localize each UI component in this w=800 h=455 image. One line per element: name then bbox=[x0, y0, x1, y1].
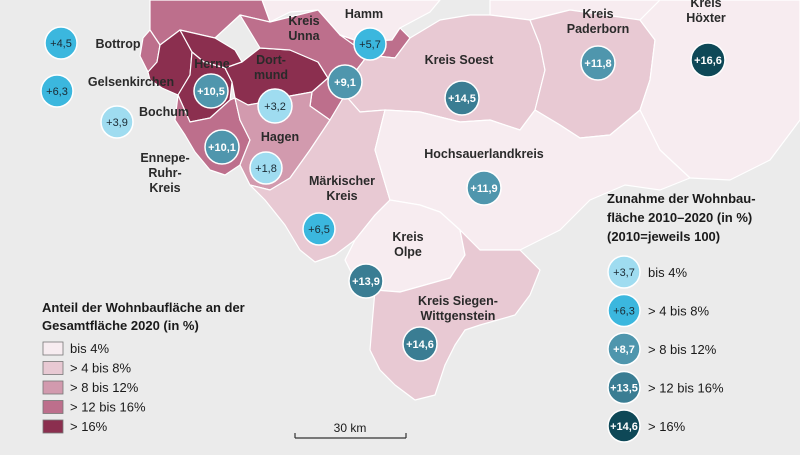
bubble-kreis-paderborn: +11,8 bbox=[580, 45, 616, 81]
bubble-maerkischer-kreis: +6,5 bbox=[302, 212, 336, 246]
legend-growth-title-line2: fläche 2010–2020 (in %) bbox=[607, 210, 752, 225]
bubble-value: +5,7 bbox=[359, 39, 381, 51]
legend-share-title-line2: Gesamtfläche 2020 (in %) bbox=[42, 318, 199, 333]
legend-growth-bubble bbox=[607, 293, 641, 328]
legend-share-label: bis 4% bbox=[70, 341, 109, 356]
bubble-hamm: +5,7 bbox=[353, 27, 387, 61]
bubble-value: +14,6 bbox=[406, 339, 434, 351]
legend-growth-label: > 16% bbox=[648, 419, 686, 434]
label-gelsenkirchen: Gelsenkirchen bbox=[88, 75, 174, 89]
legend-share-label: > 4 bis 8% bbox=[70, 361, 132, 376]
legend-growth-sample: +14,6 bbox=[610, 421, 638, 433]
label-kreis-paderborn: Kreis Paderborn bbox=[567, 7, 630, 36]
legend-growth: Zunahme der Wohnbau- fläche 2010–2020 (i… bbox=[607, 191, 756, 443]
legend-share-label: > 12 bis 16% bbox=[70, 400, 146, 415]
label-kreis-olpe: Kreis Olpe bbox=[392, 230, 423, 259]
legend-growth-sample: +13,5 bbox=[610, 383, 638, 395]
scale-bar: 30 km bbox=[294, 421, 407, 439]
label-hamm: Hamm bbox=[345, 7, 383, 21]
legend-growth-sample: +8,7 bbox=[613, 344, 635, 356]
legend-share-title-line1: Anteil der Wohnbaufläche an der bbox=[42, 300, 245, 315]
bubble-value: +11,8 bbox=[584, 58, 611, 70]
legend-share-label: > 16% bbox=[70, 419, 108, 434]
legend-share-swatch bbox=[42, 400, 64, 414]
label-bochum: Bochum bbox=[139, 105, 189, 119]
label-hagen: Hagen bbox=[261, 130, 299, 144]
legend-growth-label: > 4 bis 8% bbox=[648, 304, 710, 319]
bubble-hochsauerlandkreis: +11,9 bbox=[466, 170, 502, 206]
bubble-value: +11,9 bbox=[470, 183, 497, 195]
legend-growth-sample: +3,7 bbox=[613, 267, 635, 279]
bubble-gelsenkirchen: +6,3 bbox=[40, 74, 74, 108]
bubble-value: +3,9 bbox=[106, 117, 128, 129]
bubble-kreis-unna: +9,1 bbox=[327, 64, 363, 100]
legend-growth-label: > 12 bis 16% bbox=[648, 381, 724, 396]
region-maerkischer-kreis bbox=[249, 94, 391, 263]
label-bottrop: Bottrop bbox=[95, 37, 140, 51]
legend-growth-title-line1: Zunahme der Wohnbau- bbox=[607, 191, 756, 206]
legend-share-swatch bbox=[42, 361, 64, 375]
bubble-kreis-soest: +14,5 bbox=[444, 80, 480, 116]
label-dortmund: Dort-mund bbox=[254, 53, 288, 82]
bubble-value: +10,1 bbox=[208, 142, 236, 154]
bubble-value: +9,1 bbox=[334, 77, 356, 89]
bubble-value: +14,5 bbox=[448, 93, 476, 105]
bubble-bottrop: +4,5 bbox=[44, 26, 78, 60]
legend-growth-bubble bbox=[607, 409, 641, 443]
label-hochsauerlandkreis: Hochsauerlandkreis bbox=[424, 147, 544, 161]
legend-growth-sample: +6,3 bbox=[613, 306, 635, 318]
legend-growth-label: > 8 bis 12% bbox=[648, 342, 717, 357]
label-kreis-siegen-wittgenstein: Kreis Siegen-Wittgenstein bbox=[418, 294, 498, 323]
bubble-value: +1,8 bbox=[255, 163, 277, 175]
legend-growth-bubble bbox=[607, 255, 641, 289]
scale-bar-label: 30 km bbox=[334, 421, 367, 435]
label-ennepe-ruhr-kreis: Ennepe-Ruhr-Kreis bbox=[140, 151, 189, 195]
bubble-value: +6,3 bbox=[46, 86, 68, 98]
legend-share-swatch bbox=[42, 380, 64, 395]
bubble-value: +16,6 bbox=[694, 55, 722, 67]
legend-share-swatch bbox=[42, 419, 64, 434]
bubble-bochum: +3,9 bbox=[100, 105, 134, 139]
legend-growth-bubble bbox=[607, 332, 641, 366]
bubble-hagen: +1,8 bbox=[249, 151, 283, 185]
label-kreis-hoexter: Kreis Höxter bbox=[686, 0, 726, 25]
bubble-kreis-olpe: +13,9 bbox=[348, 263, 384, 299]
legend-growth-label: bis 4% bbox=[648, 265, 687, 280]
bubble-kreis-hoexter: +16,6 bbox=[690, 42, 726, 78]
label-herne: Herne bbox=[194, 57, 229, 71]
legend-share: Anteil der Wohnbaufläche an der Gesamtfl… bbox=[42, 300, 245, 434]
label-kreis-soest: Kreis Soest bbox=[425, 53, 495, 67]
bubble-value: +3,2 bbox=[264, 101, 286, 113]
label-kreis-unna: Kreis Unna bbox=[288, 14, 320, 43]
legend-growth-bubble bbox=[607, 370, 641, 405]
bubble-value: +13,9 bbox=[352, 276, 380, 288]
region-kreis-hoexter bbox=[639, 0, 800, 181]
bubble-kreis-siegen-wittgenstein: +14,6 bbox=[402, 326, 438, 362]
bubble-value: +6,5 bbox=[308, 224, 330, 236]
bubble-herne: +10,5 bbox=[193, 73, 229, 109]
legend-share-swatch bbox=[42, 341, 64, 356]
bubble-value: +10,5 bbox=[197, 86, 225, 98]
legend-growth-title-line3: (2010=jeweils 100) bbox=[607, 229, 720, 244]
bubble-dortmund: +3,2 bbox=[257, 88, 293, 124]
bubble-ennepe-ruhr-kreis: +10,1 bbox=[204, 129, 240, 165]
legend-share-label: > 8 bis 12% bbox=[70, 380, 139, 395]
bubble-value: +4,5 bbox=[50, 38, 72, 50]
label-maerkischer-kreis: Märkischer Kreis bbox=[309, 174, 375, 203]
